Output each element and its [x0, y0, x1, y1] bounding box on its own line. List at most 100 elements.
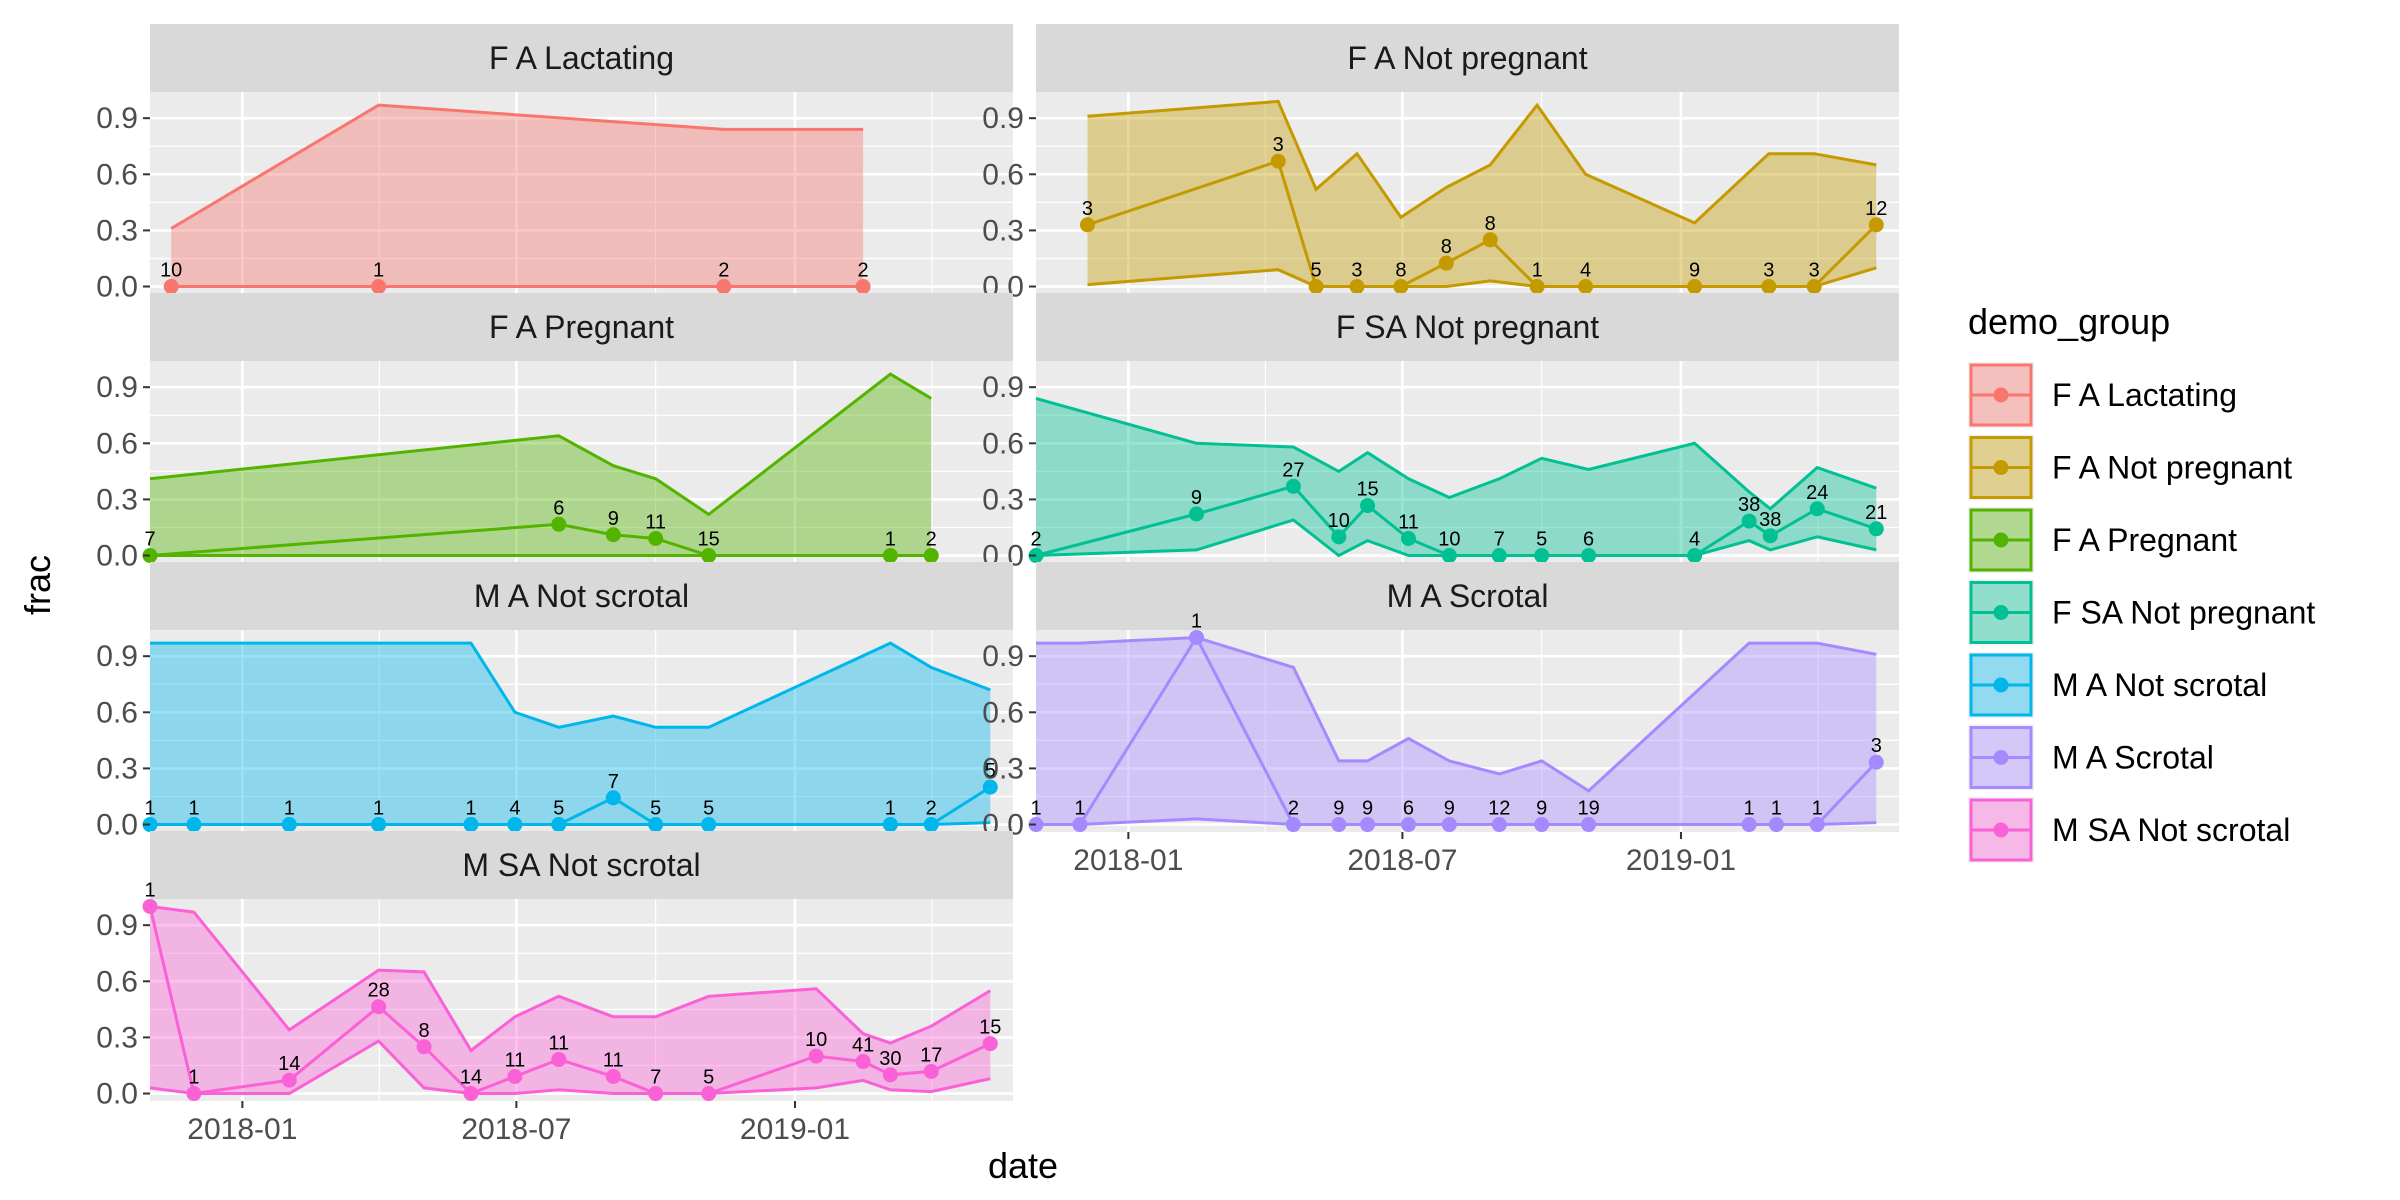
legend-key-point	[1993, 750, 2009, 765]
data-point	[507, 817, 523, 833]
data-point	[701, 817, 717, 833]
legend-title: demo_group	[1968, 301, 2170, 342]
data-label: 9	[608, 508, 619, 530]
data-point	[1581, 548, 1597, 564]
legend-key-point	[1993, 387, 2009, 403]
data-point	[1285, 478, 1301, 494]
data-label: 7	[144, 529, 155, 551]
y-tick-label: 0.9	[982, 640, 1024, 673]
facet-f-a-pregnant: F A Pregnant 7 6 9 11 15 1 2 0.0 0.3 0.6 0.9	[96, 293, 1013, 573]
legend-item-m-sa-not-scrotal: M SA Not scrotal	[1968, 797, 2290, 863]
y-tick-label: 0.6	[96, 158, 138, 191]
data-point	[923, 1063, 939, 1079]
facet-strip	[150, 831, 1013, 899]
data-point	[648, 1086, 664, 1102]
data-point	[923, 817, 939, 833]
facet-strip-label: F A Lactating	[489, 40, 674, 76]
y-tick-label: 0.3	[96, 214, 138, 247]
legend-label: F A Not pregnant	[2052, 450, 2292, 486]
upper-bound-line	[149, 905, 992, 1053]
data-label: 14	[460, 1067, 482, 1089]
y-tick-label: 0.9	[96, 909, 138, 942]
ribbon-m-sa-not-scrotal	[150, 906, 991, 1094]
data-point	[1482, 232, 1498, 248]
x-tick-label: 2018-01	[187, 1113, 297, 1146]
legend-key-point	[1993, 532, 2009, 548]
y-tick-label: 0.9	[96, 371, 138, 404]
y-tick-label: 0.3	[982, 483, 1024, 516]
legend: demo_group F A Lactating F A Not pregnant…	[1968, 301, 2315, 863]
facet-strip	[1036, 24, 1899, 92]
legend-key-point	[1993, 822, 2009, 838]
data-point	[371, 817, 387, 833]
data-point	[142, 898, 158, 914]
data-label: 5	[985, 760, 996, 782]
upper-bound-line	[1036, 635, 1877, 793]
data-point	[1806, 279, 1822, 295]
data-label: 7	[1494, 529, 1505, 551]
series-line-m-sa-not-scrotal	[148, 906, 991, 1096]
x-tick-label: 2018-07	[1347, 844, 1457, 877]
data-label: 1	[885, 529, 896, 551]
data-label: 5	[1536, 529, 1547, 551]
data-point	[281, 817, 297, 833]
data-label: 17	[920, 1044, 942, 1066]
legend-label: F A Pregnant	[2052, 522, 2237, 558]
data-label: 2	[718, 260, 729, 282]
facet-strip-label: M A Scrotal	[1387, 578, 1549, 614]
data-label: 12	[1488, 798, 1510, 820]
legend-item-m-a-scrotal: M A Scrotal	[1968, 724, 2214, 791]
x-tick-label: 2019-01	[740, 1113, 850, 1146]
data-label: 8	[418, 1020, 429, 1042]
y-tick-label: 0.3	[96, 1021, 138, 1054]
legend-item-m-a-not-scrotal: M A Not scrotal	[1968, 652, 2267, 718]
data-point	[923, 548, 939, 564]
data-label: 1	[188, 798, 199, 820]
data-label: 8	[1395, 260, 1406, 282]
upper-bound-line	[1035, 396, 1877, 511]
facet-f-a-lactating: F A Lactating 10 1 2 2 0.0 0.3 0.6 0.9	[96, 24, 1013, 304]
data-point	[1331, 817, 1347, 833]
data-label: 10	[160, 260, 182, 282]
data-point	[1768, 817, 1784, 833]
data-point	[1285, 817, 1301, 833]
facet-m-a-not-scrotal: M A Not scrotal 1 1 1 1 1 4 5 7 5 5 1 2 5 0.0 0.3 0.6 0.9	[96, 562, 1013, 842]
data-point	[507, 1068, 523, 1084]
data-label: 11	[1398, 511, 1419, 533]
panel-background	[1036, 361, 1899, 563]
legend-item-f-a-not-pregnant: F A Not pregnant	[1968, 434, 2292, 501]
legend-label: M SA Not scrotal	[2052, 812, 2290, 848]
data-label: 6	[1583, 529, 1594, 551]
data-point	[605, 790, 621, 806]
data-point	[1270, 153, 1286, 169]
facet-strip-label: F SA Not pregnant	[1336, 309, 1599, 345]
data-label: 19	[1577, 798, 1599, 820]
upper-bound-line	[1087, 99, 1877, 225]
y-tick-label: 0.0	[96, 271, 138, 304]
ribbon-f-a-not-pregnant	[1087, 101, 1877, 287]
data-label: 41	[852, 1035, 874, 1057]
legend-item-f-a-pregnant: F A Pregnant	[1968, 507, 2237, 573]
data-label: 5	[553, 798, 564, 820]
x-tick-label: 2018-07	[461, 1113, 571, 1146]
legend-key-point	[1993, 677, 2009, 693]
y-tick-label: 0.0	[96, 809, 138, 842]
legend-label: M A Not scrotal	[2052, 667, 2267, 703]
data-label: 2	[926, 798, 937, 820]
data-label: 2	[858, 260, 869, 282]
data-label: 1	[1191, 610, 1202, 632]
data-label: 1	[1771, 798, 1782, 820]
data-point	[1188, 506, 1204, 522]
data-point	[1868, 754, 1884, 770]
data-label: 6	[553, 497, 564, 519]
data-label: 15	[698, 529, 720, 551]
data-point	[371, 279, 387, 295]
data-label: 7	[650, 1067, 661, 1089]
ribbon-m-a-not-scrotal	[150, 643, 991, 825]
data-label: 3	[1809, 260, 1820, 282]
facet-strip	[150, 562, 1013, 630]
